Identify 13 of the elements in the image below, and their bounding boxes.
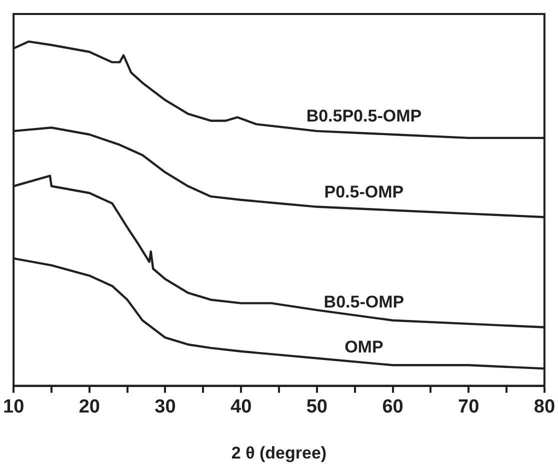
- x-tick-label: 50: [306, 396, 328, 418]
- series-label: OMP: [344, 337, 384, 356]
- x-tick-label: 60: [382, 396, 404, 418]
- x-tick-label: 10: [2, 396, 24, 418]
- series-label: P0.5-OMP: [324, 182, 404, 202]
- x-axis-title: 2 θ (degree): [231, 443, 327, 462]
- x-tick-label: 30: [154, 396, 176, 418]
- x-tick-label: 20: [78, 396, 100, 418]
- x-tick-label: 40: [230, 396, 252, 418]
- x-tick-label: 80: [534, 396, 556, 418]
- series-label: B0.5-OMP: [324, 292, 404, 312]
- series-label: B0.5P0.5-OMP: [306, 106, 422, 126]
- x-tick-label: 70: [458, 396, 480, 418]
